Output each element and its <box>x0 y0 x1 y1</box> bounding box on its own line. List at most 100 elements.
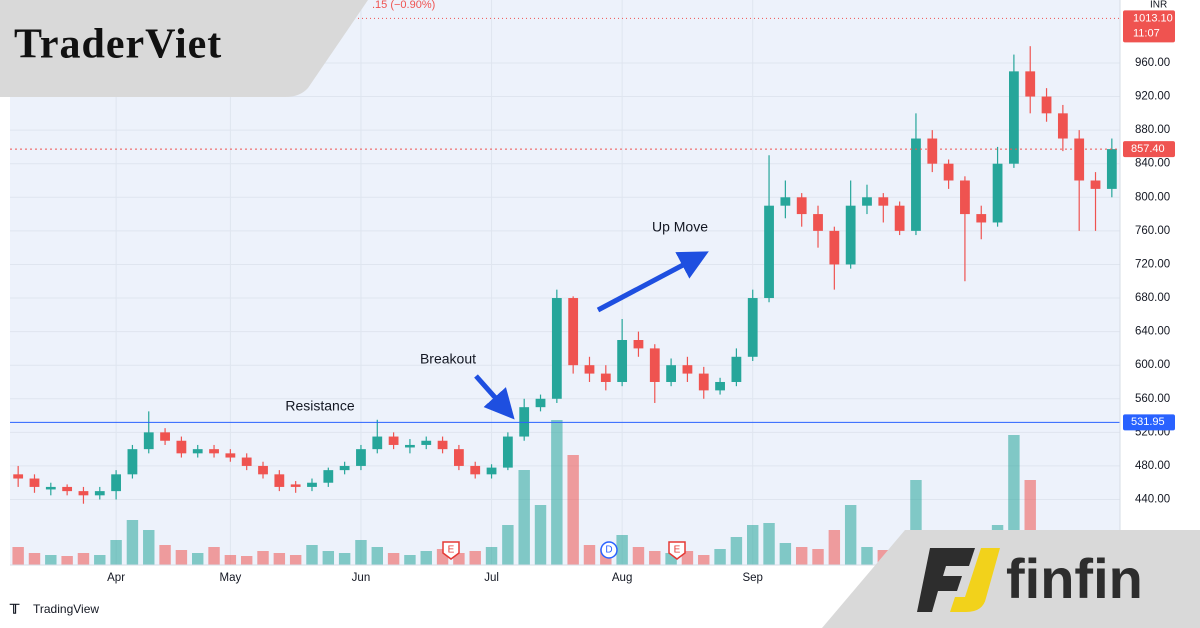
candle-body <box>551 298 562 399</box>
candle-body <box>241 457 252 466</box>
event-label: E <box>448 545 455 556</box>
partner-banner <box>822 530 1200 628</box>
resistance-label: 531.95 <box>1131 416 1165 428</box>
candle-body <box>796 197 807 215</box>
partner-logo-icon <box>917 548 1000 612</box>
x-tick-label: Apr <box>107 572 125 584</box>
volume-bar <box>714 549 726 565</box>
volume-bar <box>453 553 465 565</box>
y-tick-label: 440.00 <box>1135 494 1170 506</box>
quote-time: 11:07 <box>1133 27 1160 39</box>
candle-body <box>976 214 987 223</box>
source-logo: 𝕋 TradingView <box>9 601 99 616</box>
volume-bar <box>322 551 335 565</box>
candle-body <box>568 298 579 366</box>
candle-body <box>600 373 611 382</box>
volume-bar <box>110 540 122 565</box>
candle-body <box>356 449 366 466</box>
volume-bar <box>812 549 824 565</box>
candle-body <box>1009 71 1019 164</box>
volume-bar <box>795 547 808 565</box>
candle-body <box>698 373 709 391</box>
volume-bar <box>1008 435 1020 565</box>
quote-tag <box>1123 10 1175 43</box>
candle-body <box>160 432 170 441</box>
candle-body <box>584 365 595 374</box>
y-tick-label: 880.00 <box>1135 124 1170 136</box>
candle-body <box>1106 149 1117 189</box>
candle-body <box>992 163 1003 223</box>
up-move-arrow <box>596 251 709 313</box>
volume-bar <box>1024 480 1036 565</box>
x-tick-label: Jul <box>484 572 499 584</box>
source-icon: 𝕋 <box>9 601 20 616</box>
candle-body <box>502 436 513 468</box>
volume-bar <box>273 553 286 565</box>
candle-body <box>682 365 693 374</box>
candle-body <box>960 180 970 215</box>
annotation: Up Move <box>652 219 708 235</box>
candle-body <box>437 440 448 450</box>
volume-bar <box>338 553 351 565</box>
y-tick-label: 720.00 <box>1135 258 1170 270</box>
y-tick-label: 760.00 <box>1135 225 1170 237</box>
event-marker <box>668 541 686 560</box>
candle-body <box>13 474 24 479</box>
volume-bar <box>747 525 759 565</box>
labels: 440.00480.00520.00560.00600.00640.00680.… <box>107 10 1175 584</box>
event-label: D <box>605 545 612 556</box>
volume-bar <box>649 551 661 565</box>
volume-bar <box>420 551 432 565</box>
partner: finfin <box>1006 547 1143 610</box>
volume-bar <box>12 547 24 565</box>
volume-bar <box>910 480 922 565</box>
volume-bar <box>77 553 90 565</box>
volume-bar <box>94 555 106 565</box>
candle-body <box>111 474 121 492</box>
volume-bar <box>779 543 792 565</box>
currency: INR <box>1150 0 1167 11</box>
candle-body <box>911 138 921 231</box>
candle-body <box>339 465 350 471</box>
brand-banner <box>0 0 368 97</box>
y-tick-label: 960.00 <box>1135 57 1170 69</box>
volume-bar <box>45 555 57 565</box>
volume-bar <box>730 537 743 565</box>
volume-bar <box>616 535 628 565</box>
volume-bar <box>763 523 775 565</box>
candle-body <box>78 491 89 496</box>
candle-body <box>45 486 56 490</box>
volume-bar <box>698 555 710 565</box>
volume-bar <box>143 530 155 565</box>
candle-body <box>845 205 856 265</box>
volume-bar <box>61 556 73 565</box>
candle-body <box>829 230 840 265</box>
candle-body <box>780 197 791 206</box>
candle-body <box>764 205 774 299</box>
volume-bar <box>681 551 694 565</box>
candle-body <box>862 197 872 206</box>
candle-body <box>470 465 481 475</box>
candle-body <box>274 474 285 487</box>
volume-bar <box>224 555 237 565</box>
volume-bar <box>567 455 579 565</box>
candle-body <box>192 449 203 454</box>
volume-bar <box>436 549 449 565</box>
candle-body <box>421 440 432 445</box>
candle-body <box>894 205 905 231</box>
candle-body <box>62 486 73 492</box>
candle-body <box>454 449 464 466</box>
y-tick-label: 800.00 <box>1135 191 1170 203</box>
volume-bar <box>387 553 400 565</box>
candle-body <box>813 214 823 231</box>
x-tick-label: Jun <box>352 572 371 584</box>
y-tick-label: 840.00 <box>1135 158 1170 170</box>
candle-body <box>307 482 317 487</box>
candle-body <box>94 491 105 496</box>
candle-body <box>943 163 954 181</box>
annotation: Resistance <box>285 398 354 414</box>
candle-layer <box>10 17 1120 504</box>
volume-bar <box>159 545 171 565</box>
volume-bar <box>240 556 253 565</box>
event-marker <box>600 541 618 559</box>
